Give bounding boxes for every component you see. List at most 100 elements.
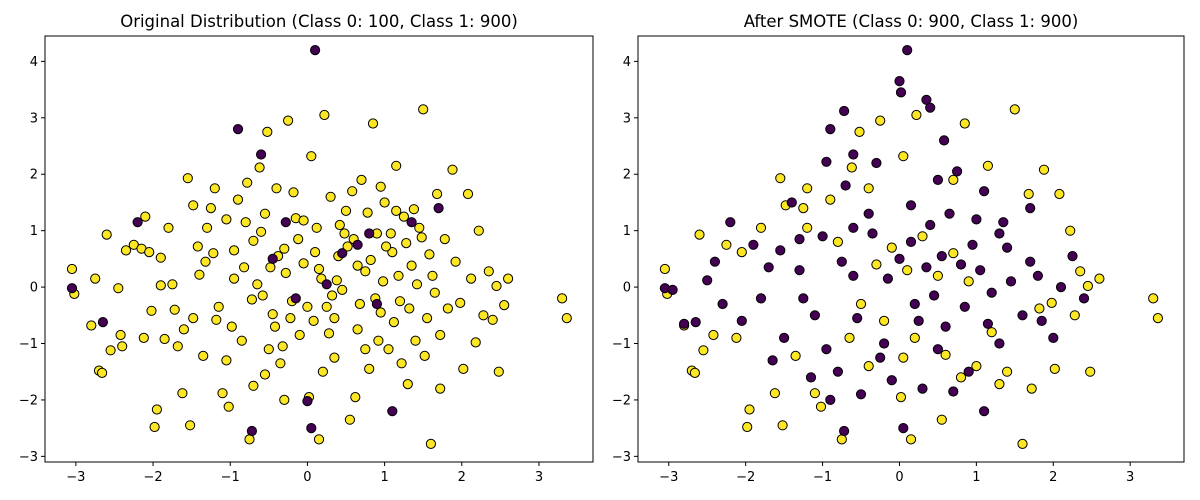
class-0-point <box>679 318 690 329</box>
class-1-point <box>254 162 265 173</box>
class-0-point <box>352 239 363 250</box>
class-0-point <box>232 124 244 135</box>
class-1-point <box>344 414 355 425</box>
y-tick-label: −2 <box>19 393 38 408</box>
y-tick-label: 2 <box>30 168 38 183</box>
class-0-point <box>939 135 950 146</box>
class-1-point <box>402 379 413 390</box>
class-0-point <box>894 253 905 264</box>
class-1-point <box>306 151 317 162</box>
class-1-point <box>416 232 427 243</box>
y-tick-label: 0 <box>30 281 38 296</box>
class-1-point <box>310 247 321 258</box>
class-1-point <box>362 207 373 218</box>
class-1-point <box>323 328 335 339</box>
class-1-point <box>917 231 928 242</box>
class-1-point <box>1085 366 1096 377</box>
class-1-point <box>1046 297 1057 308</box>
class-1-point <box>352 324 363 335</box>
class-1-point <box>1148 293 1159 304</box>
class-1-point <box>205 203 216 214</box>
class-0-point <box>302 396 313 407</box>
class-1-point <box>155 252 166 263</box>
class-1-point <box>182 173 193 184</box>
class-0-point <box>736 315 747 326</box>
class-1-point <box>442 303 453 314</box>
class-1-point <box>257 290 268 301</box>
class-1-point <box>832 236 844 247</box>
class-1-point <box>798 203 809 214</box>
class-0-point <box>994 228 1005 239</box>
class-0-point <box>959 301 970 312</box>
axes-frame <box>44 35 594 463</box>
panel-title: Original Distribution (Class 0: 100, Cla… <box>120 12 518 31</box>
class-1-point <box>394 296 406 307</box>
class-1-point <box>248 380 259 391</box>
class-1-point <box>408 204 419 215</box>
class-0-point <box>1032 270 1044 281</box>
class-1-point <box>435 329 446 341</box>
class-1-point <box>1034 303 1045 314</box>
class-1-point <box>1009 104 1020 115</box>
class-1-point <box>971 361 982 372</box>
class-0-point <box>387 406 398 417</box>
class-1-point <box>279 243 290 254</box>
x-tick-label: 2 <box>1049 470 1057 485</box>
class-1-point <box>802 183 813 194</box>
class-1-point <box>986 327 997 338</box>
class-1-point <box>178 324 189 335</box>
class-1-point <box>959 118 970 129</box>
class-1-point <box>208 248 219 259</box>
class-0-point <box>982 318 994 329</box>
class-1-point <box>1026 383 1037 394</box>
class-1-point <box>940 349 951 360</box>
class-1-point <box>185 420 196 431</box>
class-1-point <box>213 301 224 312</box>
class-0-point <box>267 253 278 264</box>
class-0-point <box>337 248 348 259</box>
class-0-point <box>794 234 805 245</box>
class-1-point <box>462 188 474 200</box>
class-0-point <box>839 425 850 437</box>
class-0-point <box>855 389 867 400</box>
class-1-point <box>223 401 234 412</box>
y-tick-label: −2 <box>612 393 631 408</box>
class-1-point <box>347 186 358 197</box>
class-1-point <box>1054 188 1065 200</box>
class-1-point <box>825 194 836 205</box>
class-1-point <box>455 297 466 308</box>
class-1-point <box>375 307 386 318</box>
class-1-point <box>198 350 209 361</box>
class-0-point <box>848 149 859 160</box>
y-tick-label: 1 <box>30 224 38 239</box>
x-tick-label: 0 <box>895 470 903 485</box>
class-1-point <box>425 438 436 449</box>
class-1-point <box>120 245 132 256</box>
class-0-point <box>913 315 924 326</box>
class-1-point <box>259 208 271 219</box>
class-0-point <box>963 366 974 377</box>
class-0-point <box>321 279 332 290</box>
class-1-point <box>365 254 376 266</box>
class-0-point <box>848 270 859 281</box>
class-1-point <box>388 317 399 328</box>
class-1-point <box>340 205 352 216</box>
x-tick-label: −3 <box>659 470 678 485</box>
class-1-point <box>809 388 821 399</box>
class-0-point <box>929 290 940 301</box>
y-tick-label: 2 <box>623 168 631 183</box>
class-0-point <box>925 219 936 231</box>
class-1-point <box>736 247 747 258</box>
class-1-point <box>694 229 705 240</box>
x-tick-label: 0 <box>303 470 311 485</box>
class-1-point <box>256 226 267 237</box>
class-0-point <box>763 262 774 273</box>
class-1-point <box>169 304 180 315</box>
class-1-point <box>329 352 340 363</box>
class-1-point <box>86 320 97 331</box>
class-1-point <box>895 392 907 403</box>
class-1-point <box>298 258 309 269</box>
class-1-point <box>331 275 342 286</box>
class-0-point <box>725 217 736 228</box>
class-1-point <box>1075 266 1086 277</box>
